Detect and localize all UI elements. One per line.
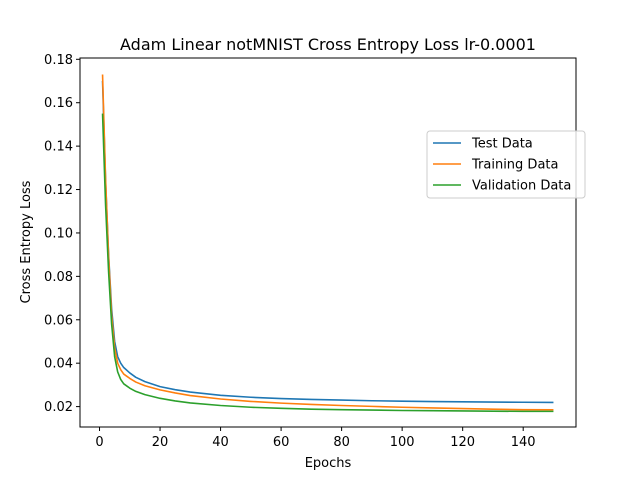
y-tick-label: 0.12 (44, 183, 73, 198)
x-tick-label: 140 (511, 435, 536, 450)
x-tick-label: 60 (273, 435, 290, 450)
chart-title: Adam Linear notMNIST Cross Entropy Loss … (120, 35, 536, 54)
y-tick-label: 0.02 (44, 400, 73, 415)
x-tick-label: 40 (212, 435, 229, 450)
y-tick-label: 0.08 (44, 270, 73, 285)
y-tick-label: 0.04 (44, 357, 73, 372)
series-line-1 (101, 80, 554, 404)
legend: Test Data Training Data Validation Data (426, 130, 586, 199)
legend-label-3: Validation Data (472, 179, 571, 194)
x-tick-label: 20 (152, 435, 169, 450)
x-axis-label: Epochs (305, 456, 352, 471)
y-tick-label: 0.16 (44, 96, 73, 111)
x-tick-label: 120 (450, 435, 475, 450)
y-axis-label: Cross Entropy Loss (19, 180, 34, 303)
x-tick-label: 0 (95, 435, 103, 450)
series-line-2 (101, 74, 554, 411)
y-tick-label: 0.14 (44, 140, 73, 155)
plot-series (101, 74, 554, 413)
x-axis-ticks: 0 20 40 60 80 100 120 140 (95, 427, 536, 450)
x-tick-label: 80 (333, 435, 350, 450)
y-tick-label: 0.10 (44, 226, 73, 241)
plot-frame (79, 57, 577, 428)
series-line-3 (101, 113, 554, 413)
legend-box (426, 130, 586, 199)
x-tick-label: 100 (390, 435, 415, 450)
y-tick-label: 0.06 (44, 313, 73, 328)
legend-label-1: Test Data (471, 137, 533, 152)
y-axis-ticks: 0.02 0.04 0.06 0.08 0.10 0.12 0.14 0.16 0.18 (44, 53, 80, 415)
y-tick-label: 0.18 (44, 53, 73, 68)
legend-label-2: Training Data (471, 158, 558, 173)
